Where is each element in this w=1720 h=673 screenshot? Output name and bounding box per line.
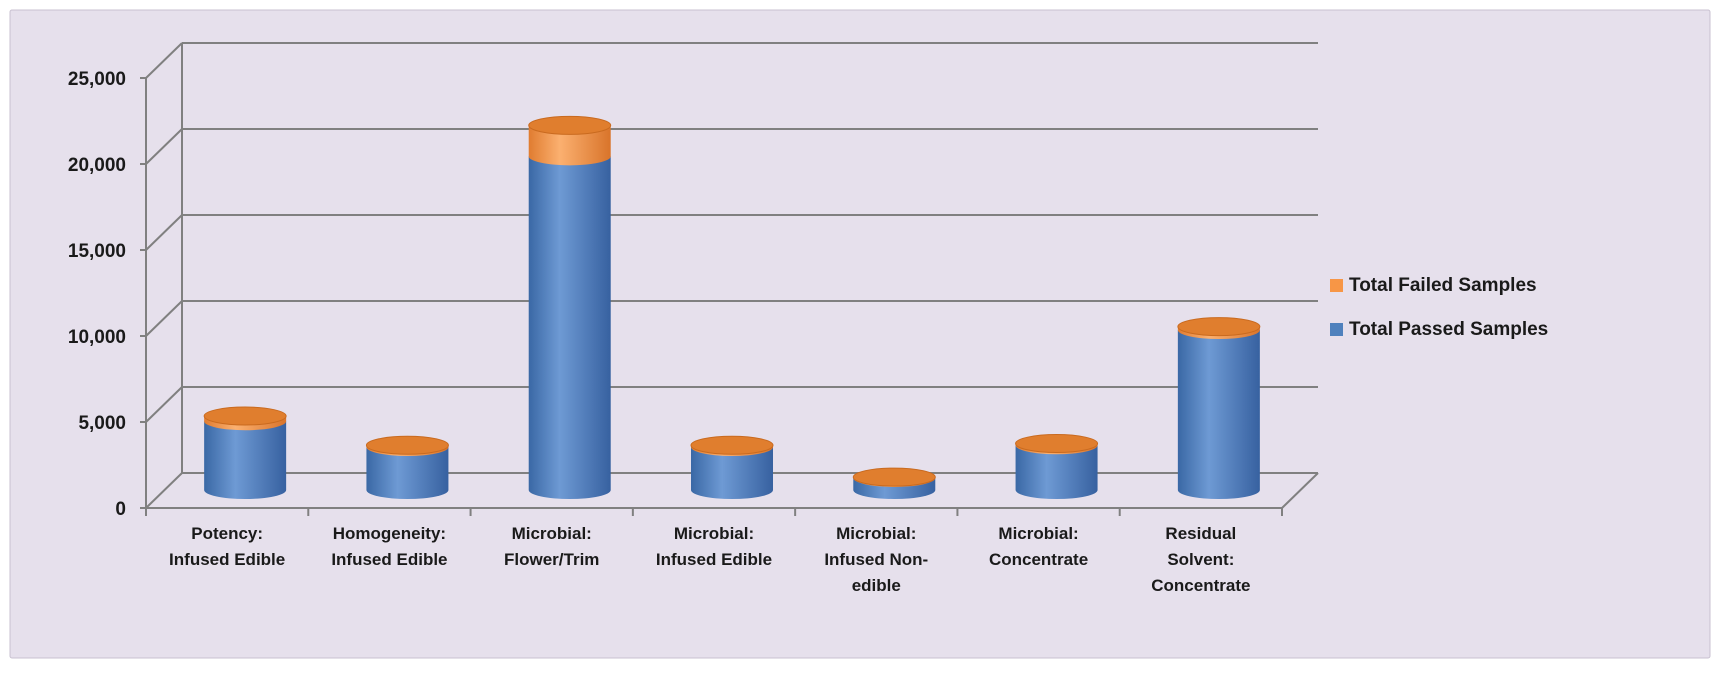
bar-passed (528, 156, 611, 500)
bar-top-cap (1177, 317, 1261, 337)
bar-top-cap (365, 435, 449, 455)
floor-right-edge (1281, 472, 1319, 509)
gridline-connector (145, 386, 183, 423)
bar-group (365, 435, 449, 500)
gridline-connector (145, 300, 183, 337)
y-tick-label: 25,000 (68, 69, 126, 90)
legend-swatch (1330, 323, 1343, 336)
x-tick-label: Microbial: Flower/Trim (504, 524, 599, 569)
x-tick-label: Microbial: Infused Edible (656, 524, 772, 569)
y-tick-label: 15,000 (68, 241, 126, 262)
bar-passed (1177, 330, 1260, 500)
bar-top-cap (852, 467, 936, 487)
gridline-connector (145, 128, 183, 165)
bar-group (1015, 434, 1099, 500)
bar-passed (1015, 445, 1098, 500)
x-tick-label: Microbial: Concentrate (989, 524, 1088, 569)
y-tick-label: 10,000 (68, 327, 126, 348)
bar-group (852, 467, 936, 500)
bar-top-cap (203, 406, 287, 426)
bar-failed (528, 125, 611, 166)
bar-passed (366, 447, 449, 500)
legend-label: Total Passed Samples (1349, 319, 1548, 340)
y-tick-label: 5,000 (78, 413, 126, 434)
x-tick-label: Microbial: Infused Non-edible (824, 524, 928, 595)
legend-swatch (1330, 279, 1343, 292)
legend-label: Total Failed Samples (1349, 275, 1537, 296)
bar-group (1177, 317, 1261, 500)
bar-passed (204, 421, 287, 500)
y-tick-label: 20,000 (68, 155, 126, 176)
bar-group (528, 115, 612, 500)
gridline-connector (145, 214, 183, 251)
gridline-connector (145, 472, 183, 509)
x-tick-label: Homogeneity: Infused Edible (331, 524, 447, 569)
bar-top-cap (1015, 434, 1099, 454)
gridline-connector (145, 42, 183, 79)
bar-passed (691, 447, 773, 499)
bar-group (690, 435, 774, 499)
x-tick-label: Residual Solvent: Concentrate (1151, 524, 1250, 595)
x-tick-label: Potency: Infused Edible (169, 524, 285, 569)
bar-top-cap (690, 435, 774, 455)
bar-top-cap (528, 115, 612, 135)
y-tick-label: 0 (115, 499, 126, 520)
bar-group (203, 406, 287, 500)
